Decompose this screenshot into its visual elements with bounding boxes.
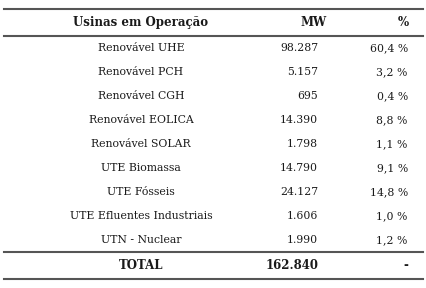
Text: UTE Fósseis: UTE Fósseis (107, 187, 174, 197)
Text: 1,2 %: 1,2 % (376, 235, 407, 245)
Text: 8,8 %: 8,8 % (376, 115, 407, 125)
Text: 5.157: 5.157 (286, 67, 317, 77)
Text: -: - (402, 259, 407, 272)
Text: 1,0 %: 1,0 % (376, 211, 407, 221)
Text: TOTAL: TOTAL (118, 259, 163, 272)
Text: 9,1 %: 9,1 % (376, 163, 407, 173)
Text: 60,4 %: 60,4 % (368, 43, 407, 53)
Text: 24.127: 24.127 (279, 187, 317, 197)
Text: 14.790: 14.790 (279, 163, 317, 173)
Text: 98.287: 98.287 (279, 43, 317, 53)
Text: 0,4 %: 0,4 % (376, 91, 407, 101)
Text: 14.390: 14.390 (279, 115, 317, 125)
Text: Renovável SOLAR: Renovável SOLAR (91, 139, 190, 149)
Text: Renovável PCH: Renovável PCH (98, 67, 183, 77)
Text: 162.840: 162.840 (265, 259, 317, 272)
Text: 695: 695 (296, 91, 317, 101)
Text: UTN - Nuclear: UTN - Nuclear (101, 235, 181, 245)
Text: 1.606: 1.606 (286, 211, 317, 221)
Text: MW: MW (300, 16, 326, 29)
Text: UTE Efluentes Industriais: UTE Efluentes Industriais (69, 211, 212, 221)
Text: 14,8 %: 14,8 % (368, 187, 407, 197)
Text: Renovável UHE: Renovável UHE (98, 43, 184, 53)
Text: Renovável EOLICA: Renovável EOLICA (88, 115, 193, 125)
Text: 1.798: 1.798 (286, 139, 317, 149)
Text: UTE Biomassa: UTE Biomassa (101, 163, 180, 173)
Text: 3,2 %: 3,2 % (376, 67, 407, 77)
Text: 1.990: 1.990 (286, 235, 317, 245)
Text: %: % (397, 16, 408, 29)
Text: Renovável CGH: Renovável CGH (98, 91, 184, 101)
Text: 1,1 %: 1,1 % (376, 139, 407, 149)
Text: Usinas em Operação: Usinas em Operação (73, 16, 208, 29)
